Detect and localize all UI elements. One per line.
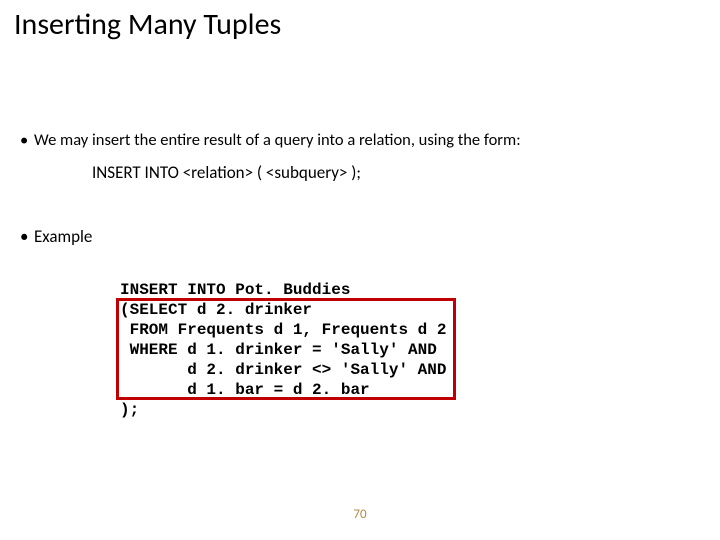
bullet-intro: •We may insert the entire result of a qu… bbox=[20, 130, 700, 150]
bullet-intro-text: We may insert the entire result of a que… bbox=[34, 130, 521, 150]
bullet-example: •Example bbox=[20, 226, 92, 247]
page-number: 70 bbox=[0, 507, 720, 522]
slide-title: Inserting Many Tuples bbox=[14, 6, 281, 43]
bullet-dot: • bbox=[20, 226, 34, 247]
code-line-7: ); bbox=[120, 401, 139, 419]
highlight-box bbox=[116, 298, 456, 400]
bullet-example-text: Example bbox=[34, 226, 92, 247]
code-line-1: INSERT INTO Pot. Buddies bbox=[120, 281, 350, 299]
syntax-line: INSERT INTO <relation> ( <subquery> ); bbox=[92, 162, 361, 183]
slide: Inserting Many Tuples •We may insert the… bbox=[0, 0, 720, 540]
bullet-dot: • bbox=[20, 130, 34, 150]
